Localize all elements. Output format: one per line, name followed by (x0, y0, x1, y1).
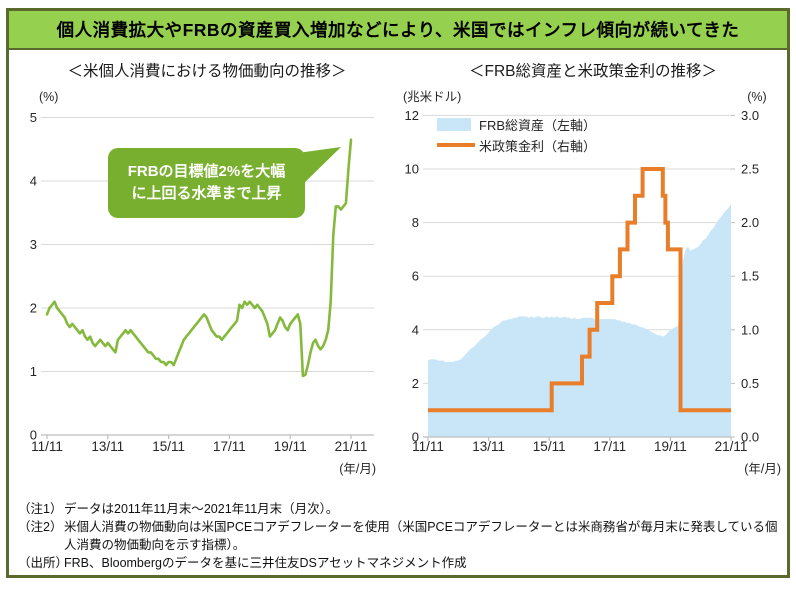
legend-item-assets: FRB総資産（左軸） (437, 117, 597, 133)
svg-text:6: 6 (412, 269, 419, 284)
svg-text:1.5: 1.5 (741, 269, 759, 284)
svg-text:(年/月): (年/月) (744, 462, 781, 476)
footnote-1-label: （注1） (18, 502, 63, 516)
pce-chart-panel: ＜米個人消費における物価動向の推移＞ 0 1 2 3 4 5 11/11 13/11 15/11… (17, 55, 397, 491)
svg-text:0.5: 0.5 (741, 376, 759, 391)
footnote-2-label: （注2） (18, 520, 63, 534)
svg-text:17/11: 17/11 (593, 439, 626, 454)
svg-text:3.0: 3.0 (741, 108, 759, 123)
svg-text:2.5: 2.5 (741, 162, 759, 177)
frb-chart-panel: ＜FRB総資産と米政策金利の推移＞ 0 2 4 6 8 10 12 0.0 0.5 1.0 1.5 2… (401, 55, 785, 491)
svg-text:(%): (%) (747, 90, 766, 104)
assets-area-swatch (437, 117, 471, 131)
svg-text:13/11: 13/11 (472, 439, 505, 454)
source-note-label: （出所） (18, 556, 69, 570)
svg-text:17/11: 17/11 (213, 439, 246, 454)
svg-text:2: 2 (30, 301, 37, 316)
rate-line-swatch (437, 143, 475, 147)
svg-text:4: 4 (30, 174, 37, 189)
footnote-1-text: データは2011年11月末～2021年11月末（月次）。 (64, 502, 339, 516)
svg-text:(%): (%) (39, 90, 58, 104)
svg-text:2: 2 (412, 376, 419, 391)
pce-chart-title: ＜米個人消費における物価動向の推移＞ (67, 63, 347, 80)
pce-line-chart: 0 1 2 3 4 5 11/11 13/11 15/11 17/11 19/11 21/11 (%) (… (30, 90, 376, 476)
svg-text:0.0: 0.0 (741, 430, 759, 445)
footnote-2-text: 米個人消費の物価動向は米国PCEコアデフレーターを使用（米国PCEコアデフレータ… (64, 520, 778, 552)
svg-text:15/11: 15/11 (533, 439, 566, 454)
svg-text:13/11: 13/11 (91, 439, 124, 454)
legend-label-assets: FRB総資産（左軸） (479, 117, 597, 133)
svg-text:0: 0 (412, 430, 419, 445)
svg-text:15/11: 15/11 (152, 439, 185, 454)
frb-assets-rate-chart: 0 2 4 6 8 10 12 0.0 0.5 1.0 1.5 2.0 2.5 3.0 11/11 13/11… (403, 90, 781, 476)
svg-text:(年/月): (年/月) (339, 462, 376, 476)
page-title: 個人消費拡大やFRBの資産買入増加などにより、米国ではインフレ傾向が続いてきた (9, 11, 787, 50)
svg-text:2.0: 2.0 (741, 215, 759, 230)
footnotes: （注1） データは2011年11月末～2021年11月末（月次）。 （注2） 米… (18, 500, 778, 572)
svg-text:4: 4 (412, 322, 419, 337)
chart-legend: FRB総資産（左軸） 米政策金利（右軸） (437, 117, 596, 159)
svg-text:21/11: 21/11 (715, 439, 748, 454)
legend-item-rate: 米政策金利（右軸） (437, 138, 597, 154)
source-note-text: FRB、Bloombergのデータを基に三井住友DSアセットマネジメント作成 (64, 556, 467, 570)
source-note: （出所） FRB、Bloombergのデータを基に三井住友DSアセットマネジメン… (18, 554, 778, 572)
svg-text:8: 8 (412, 215, 419, 230)
footnote-1: （注1） データは2011年11月末～2021年11月末（月次）。 (18, 500, 778, 518)
svg-text:3: 3 (30, 237, 37, 252)
svg-text:12: 12 (405, 108, 419, 123)
svg-text:19/11: 19/11 (654, 439, 687, 454)
footnote-2: （注2） 米個人消費の物価動向は米国PCEコアデフレーターを使用（米国PCEコア… (18, 518, 778, 554)
svg-text:0: 0 (30, 428, 37, 443)
svg-text:10: 10 (405, 162, 419, 177)
report-frame: 個人消費拡大やFRBの資産買入増加などにより、米国ではインフレ傾向が続いてきた … (6, 8, 790, 578)
svg-text:5: 5 (30, 110, 37, 125)
pce-callout: FRBの目標値2%を大幅 に上回る水準まで上昇 (108, 148, 305, 218)
legend-label-rate: 米政策金利（右軸） (479, 138, 597, 154)
svg-text:19/11: 19/11 (274, 439, 307, 454)
svg-text:21/11: 21/11 (335, 439, 368, 454)
svg-text:11/11: 11/11 (31, 439, 63, 454)
svg-text:11/11: 11/11 (412, 439, 444, 454)
svg-text:1.0: 1.0 (741, 322, 759, 337)
frb-chart-title: ＜FRB総資産と米政策金利の推移＞ (468, 63, 717, 80)
svg-text:1: 1 (30, 364, 37, 379)
svg-text:(兆米ドル): (兆米ドル) (403, 90, 461, 104)
